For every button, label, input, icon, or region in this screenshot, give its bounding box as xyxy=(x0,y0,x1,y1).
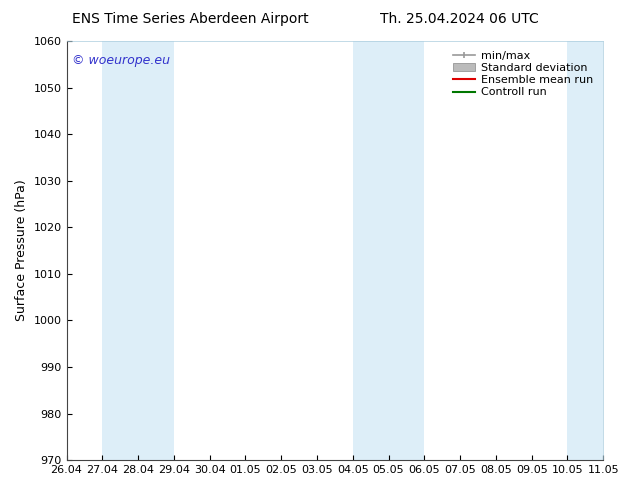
Bar xyxy=(567,41,603,460)
Legend: min/max, Standard deviation, Ensemble mean run, Controll run: min/max, Standard deviation, Ensemble me… xyxy=(450,48,597,101)
Bar xyxy=(353,41,389,460)
Bar xyxy=(389,41,424,460)
Text: Th. 25.04.2024 06 UTC: Th. 25.04.2024 06 UTC xyxy=(380,12,539,26)
Text: © woeurope.eu: © woeurope.eu xyxy=(72,53,170,67)
Bar xyxy=(138,41,174,460)
Bar xyxy=(102,41,138,460)
Y-axis label: Surface Pressure (hPa): Surface Pressure (hPa) xyxy=(15,180,28,321)
Text: ENS Time Series Aberdeen Airport: ENS Time Series Aberdeen Airport xyxy=(72,12,309,26)
